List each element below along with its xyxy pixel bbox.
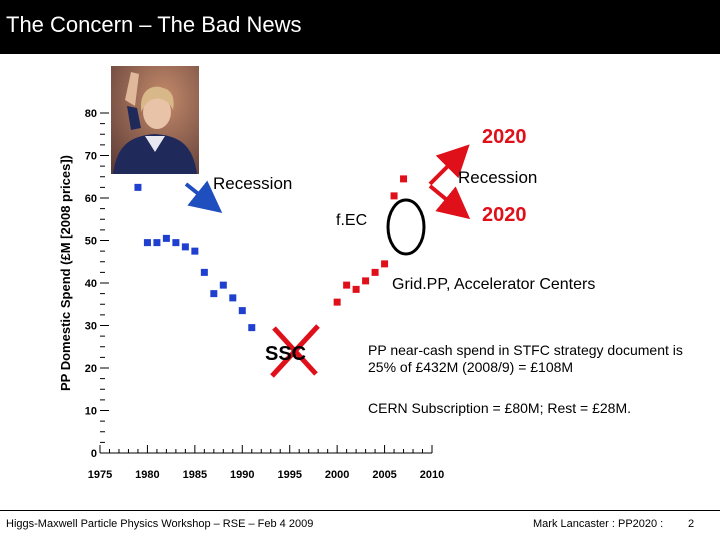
chart-marks — [134, 175, 408, 332]
y-tick-label: 0 — [91, 448, 97, 460]
footer-event: Higgs-Maxwell Particle Physics Workshop … — [6, 518, 314, 530]
x-tick-label: 1980 — [135, 469, 159, 481]
y-tick-label: 20 — [85, 363, 97, 375]
arrow-2020-down — [428, 184, 471, 220]
data-point-series-1 — [143, 239, 151, 247]
gridpp-label: Grid.PP, Accelerator Centers — [392, 276, 596, 293]
data-point-series-1 — [238, 307, 246, 315]
page-number: 2 — [688, 518, 695, 530]
data-point-series-1 — [200, 268, 208, 276]
note-cern-subscription: CERN Subscription = £80M; Rest = £28M. — [368, 400, 632, 416]
ssc-cross-stroke-2 — [270, 324, 320, 378]
portrait-photo — [111, 66, 199, 174]
data-point-series-1 — [172, 239, 180, 247]
ssc-label: SSC — [265, 343, 307, 365]
data-point-series-2 — [343, 281, 351, 289]
label-2020-top: 2020 — [482, 126, 527, 148]
arrow-2020-up — [428, 144, 470, 186]
x-tick-label: 2005 — [372, 469, 396, 481]
data-point-series-2 — [371, 268, 379, 276]
y-tick-label: 10 — [85, 406, 97, 418]
data-point-series-1 — [191, 247, 199, 255]
label-2020-bottom: 2020 — [482, 204, 527, 226]
data-point-series-1 — [210, 290, 218, 298]
x-tick-label: 1985 — [183, 469, 207, 481]
data-point-series-1 — [229, 294, 237, 302]
y-tick-label: 70 — [85, 151, 97, 163]
footer-author: Mark Lancaster : PP2020 : — [533, 518, 664, 530]
data-point-series-2 — [400, 175, 408, 183]
recession-label-right: Recession — [458, 168, 538, 187]
data-point-series-1 — [248, 324, 256, 332]
data-point-series-2 — [362, 277, 370, 285]
data-point-series-1 — [134, 183, 142, 191]
y-tick-label: 30 — [85, 321, 97, 333]
y-tick-label: 80 — [85, 108, 97, 120]
y-tick-label: 50 — [85, 236, 97, 248]
data-point-series-1 — [153, 239, 161, 247]
fec-highlight-ellipse — [386, 198, 426, 256]
data-point-series-1 — [181, 243, 189, 251]
x-tick-label: 2000 — [325, 469, 349, 481]
data-point-series-2 — [381, 260, 389, 268]
title-bar: The Concern – The Bad News — [0, 0, 720, 54]
footer-divider — [0, 510, 720, 511]
x-tick-label: 1975 — [88, 469, 112, 481]
data-point-series-2 — [352, 285, 360, 293]
recession-label-left: Recession — [213, 174, 293, 193]
note-near-cash: PP near-cash spend in STFC strategy docu… — [368, 342, 683, 375]
x-tick-label: 1995 — [277, 469, 301, 481]
data-point-series-1 — [219, 281, 227, 289]
data-point-series-2 — [333, 298, 341, 306]
chart-axes: 0 10 20 30 40 50 60 70 80 1975 1980 1985 1990 1995 200… — [58, 108, 444, 481]
x-tick-label: 1990 — [230, 469, 254, 481]
y-tick-label: 60 — [85, 193, 97, 205]
slide-title: The Concern – The Bad News — [6, 12, 302, 37]
y-tick-label: 40 — [85, 278, 97, 290]
recession-arrow-blue — [184, 180, 223, 213]
y-axis-title: PP Domestic Spend (£M [2008 prices]) — [58, 155, 73, 391]
data-point-series-2 — [390, 192, 398, 200]
fec-label: f.EC — [336, 212, 368, 229]
x-tick-label: 2010 — [420, 469, 444, 481]
data-point-series-1 — [162, 234, 170, 242]
